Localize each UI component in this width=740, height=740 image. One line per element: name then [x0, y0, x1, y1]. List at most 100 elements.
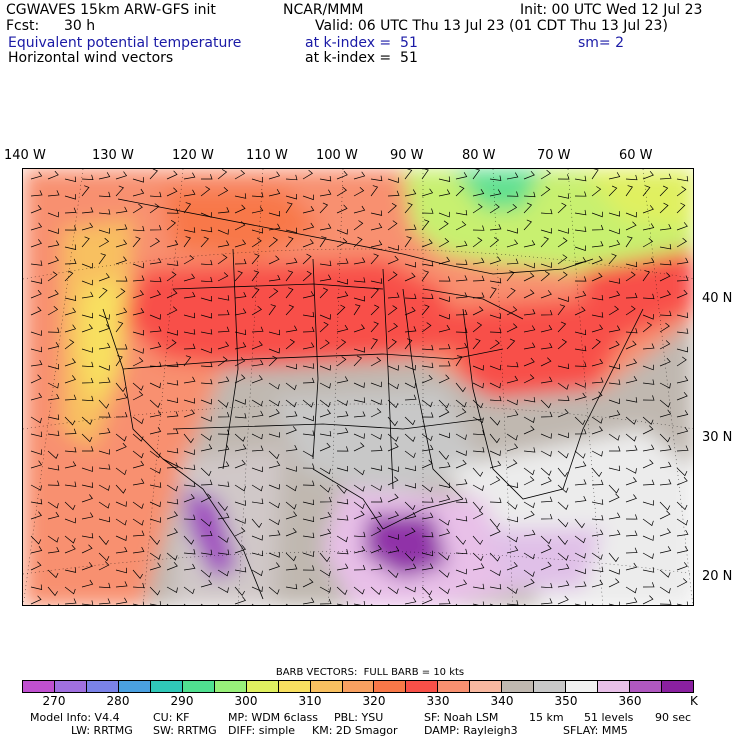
wind-barb	[659, 586, 671, 594]
wind-barb	[523, 416, 535, 423]
wind-barb	[421, 188, 434, 197]
wind-barb	[30, 359, 43, 367]
wind-barb	[676, 476, 688, 486]
wind-barb	[200, 329, 213, 335]
colorbar-swatch	[630, 681, 663, 692]
wind-barb	[98, 412, 111, 418]
colorbar-tick-label: 310	[298, 694, 322, 708]
wind-barb	[438, 450, 449, 460]
wind-barb	[115, 382, 126, 393]
wind-barb	[387, 292, 400, 299]
wind-barb	[353, 236, 363, 248]
wind-barb	[676, 328, 689, 334]
wind-barb	[285, 325, 298, 333]
colorbar-swatch	[150, 681, 183, 692]
wind-barb	[404, 338, 413, 350]
wind-barb	[336, 304, 346, 316]
wind-barb	[387, 416, 398, 427]
wind-barb	[336, 186, 348, 197]
wind-barb	[421, 563, 434, 571]
wind-barb	[591, 579, 604, 588]
wind-barb	[574, 416, 586, 426]
wind-barb	[115, 501, 127, 507]
wind-barb	[234, 193, 247, 199]
wind-barb	[540, 208, 553, 215]
wind-barb	[506, 306, 518, 316]
wind-barb	[132, 382, 144, 391]
wind-barb	[506, 375, 519, 384]
wind-barb	[268, 304, 277, 316]
wind-barb	[625, 562, 638, 571]
wind-barb	[149, 482, 162, 488]
wind-barb	[472, 416, 484, 424]
wind-barb	[183, 563, 196, 571]
wind-barb	[370, 399, 382, 406]
wind-barb	[98, 237, 110, 248]
wind-barb	[557, 193, 570, 199]
wind-barb	[98, 484, 110, 491]
wind-barb	[98, 427, 111, 435]
wind-barb	[285, 564, 298, 571]
wind-barb	[659, 272, 671, 282]
wind-barb	[47, 240, 60, 248]
wind-barb	[64, 207, 77, 214]
wind-barb	[81, 207, 94, 214]
organization: NCAR/MMM	[283, 2, 364, 18]
colorbar-swatch	[310, 681, 343, 692]
wind-barb	[319, 189, 332, 197]
colorbar-tick-label: 340	[490, 694, 514, 708]
wind-barb	[387, 177, 399, 183]
wind-barb	[591, 416, 603, 424]
wind-barb	[557, 321, 567, 333]
wind-barb	[353, 257, 366, 265]
wind-barb	[319, 365, 331, 371]
wind-barb	[455, 579, 468, 588]
wind-barb	[64, 307, 77, 316]
wind-barb	[370, 465, 383, 471]
wind-barb	[200, 212, 212, 218]
wind-barb	[183, 273, 196, 282]
wind-barb	[574, 495, 587, 503]
wind-barb	[506, 586, 518, 594]
wind-barb	[574, 479, 587, 486]
wind-barb	[336, 411, 349, 418]
wind-barb	[319, 202, 329, 214]
wind-barb	[81, 185, 90, 197]
wind-barb	[438, 598, 451, 605]
wind-barb	[625, 340, 637, 350]
wind-barb	[183, 189, 196, 197]
wind-barb	[489, 569, 501, 576]
wind-barb	[608, 239, 621, 248]
wind-barb	[642, 205, 654, 214]
wind-barb	[557, 363, 570, 369]
wind-barb	[421, 412, 434, 418]
wind-barb	[302, 578, 314, 588]
wind-barb	[608, 340, 620, 350]
wind-barb	[370, 185, 379, 197]
wind-barb	[353, 304, 361, 316]
wind-barb	[523, 374, 535, 384]
wind-barb	[387, 569, 399, 579]
wind-barb	[472, 583, 485, 590]
wind-barb	[608, 185, 618, 197]
wind-barb	[523, 170, 535, 180]
wind-barb	[319, 467, 331, 475]
wind-barb	[98, 228, 110, 234]
wind-barb	[506, 433, 518, 441]
wind-barb	[98, 209, 111, 215]
wind-barb	[472, 257, 485, 265]
wind-barb	[676, 391, 688, 401]
wind-barb	[30, 289, 42, 299]
wind-barb	[676, 426, 689, 435]
wind-barb	[302, 499, 315, 505]
wind-barb	[319, 430, 332, 437]
wind-barb	[336, 376, 349, 384]
wind-barb	[47, 393, 60, 401]
footer-mp: MP: WDM 6class	[228, 711, 318, 724]
wind-barb	[455, 408, 467, 418]
wind-barb	[47, 480, 60, 486]
wind-barb	[455, 535, 467, 545]
wind-barb	[472, 306, 484, 316]
wind-barb	[557, 202, 567, 214]
wind-barb	[608, 493, 620, 503]
